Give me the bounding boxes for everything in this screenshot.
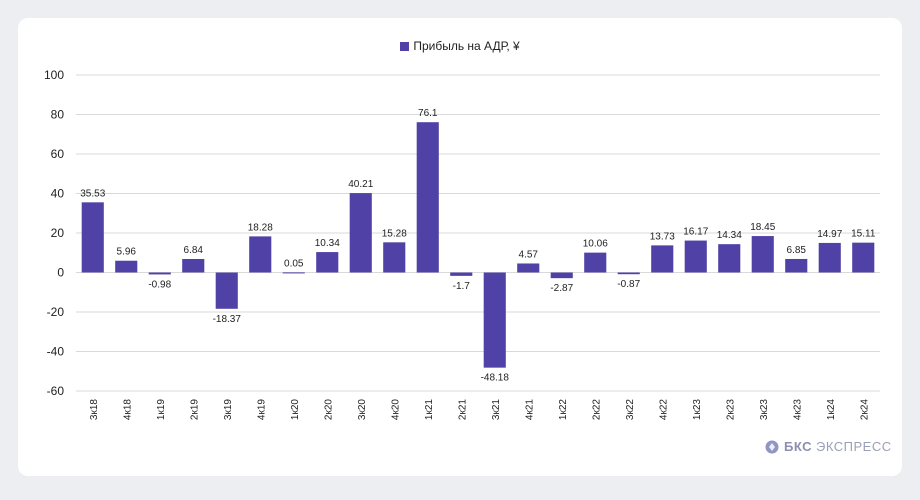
legend: Прибыль на АДР, ¥ [0,39,920,53]
data-label: -48.18 [481,373,510,384]
data-label: 35.53 [80,188,105,199]
brand-name: ЭКСПРЕСС [816,439,892,454]
y-tick-label: 60 [51,147,65,161]
data-label: 10.06 [583,239,608,250]
bar [416,122,439,273]
bar [316,252,339,273]
data-label: 15.28 [382,228,407,239]
x-tick-label: 4к20 [390,399,401,420]
x-tick-label: 4к21 [524,399,535,420]
data-label: 0.05 [284,258,304,269]
data-label: -1.7 [453,281,471,292]
data-label: 4.57 [519,249,539,260]
x-tick-label: 3к19 [223,399,234,420]
y-tick-label: -40 [47,345,65,359]
data-label: -0.98 [148,279,171,290]
data-label: 16.17 [683,227,708,238]
bar [517,263,540,273]
legend-swatch [400,41,410,51]
x-tick-label: 3к21 [491,399,502,420]
data-label: -0.87 [617,279,640,290]
data-label: 18.28 [248,222,273,233]
y-tick-label: 100 [44,68,64,82]
data-label: -2.87 [550,283,573,294]
brand-bks: БКС [784,439,812,454]
x-tick-label: 1к19 [156,399,167,420]
x-tick-label: 1к22 [558,399,569,420]
bar [550,272,573,279]
data-label: 13.73 [650,231,675,242]
x-tick-label: 1к20 [290,399,301,420]
bar [215,272,238,309]
data-label: 5.96 [117,247,137,258]
bar [684,240,707,273]
bar [349,193,372,273]
x-tick-label: 3к22 [625,399,636,420]
data-label: 15.11 [851,229,876,240]
bar [115,260,138,273]
y-tick-label: 80 [51,108,65,122]
x-tick-label: 3к18 [89,399,100,420]
x-tick-label: 1к23 [692,399,703,420]
data-label: 6.85 [787,245,807,256]
x-tick-label: 2к23 [725,399,736,420]
x-tick-label: 1к21 [424,399,435,420]
x-tick-label: 4к18 [122,399,133,420]
bar [282,272,305,274]
bar [651,245,674,273]
bar [584,252,607,273]
bar [450,272,473,276]
x-tick-label: 4к23 [792,399,803,420]
data-label: 76.1 [418,108,438,119]
data-label: 10.34 [315,238,340,249]
x-tick-label: 2к19 [189,399,200,420]
y-tick-label: 20 [51,226,65,240]
bar [617,272,640,275]
bar [818,242,841,273]
bar [383,242,406,273]
data-label: -18.37 [213,314,242,325]
x-tick-label: 3к23 [759,399,770,420]
y-tick-label: -20 [47,305,65,319]
brand-logo: БКС ЭКСПРЕСС [765,439,892,454]
bar [249,236,272,273]
bar [718,244,741,273]
data-label: 40.21 [348,179,373,190]
bar [148,272,171,275]
data-label: 14.97 [817,229,842,240]
data-label: 6.84 [184,245,204,256]
bar [483,272,506,368]
y-tick-label: 40 [51,187,65,201]
bks-logo-icon [765,440,779,453]
y-tick-label: 0 [57,266,64,280]
data-label: 18.45 [750,222,775,233]
bar [182,258,205,273]
x-tick-label: 2к20 [323,399,334,420]
x-tick-label: 2к24 [859,399,870,420]
bar [81,202,104,273]
y-tick-label: -60 [47,384,65,398]
x-tick-label: 4к22 [658,399,669,420]
x-tick-label: 4к19 [256,399,267,420]
data-label: 14.34 [717,230,742,241]
x-tick-label: 3к20 [357,399,368,420]
legend-label: Прибыль на АДР, ¥ [413,39,520,53]
x-tick-label: 2к21 [457,399,468,420]
x-tick-label: 2к22 [591,399,602,420]
bar [852,242,875,273]
bar [785,258,808,273]
x-tick-label: 1к24 [826,399,837,420]
bar [751,236,774,273]
